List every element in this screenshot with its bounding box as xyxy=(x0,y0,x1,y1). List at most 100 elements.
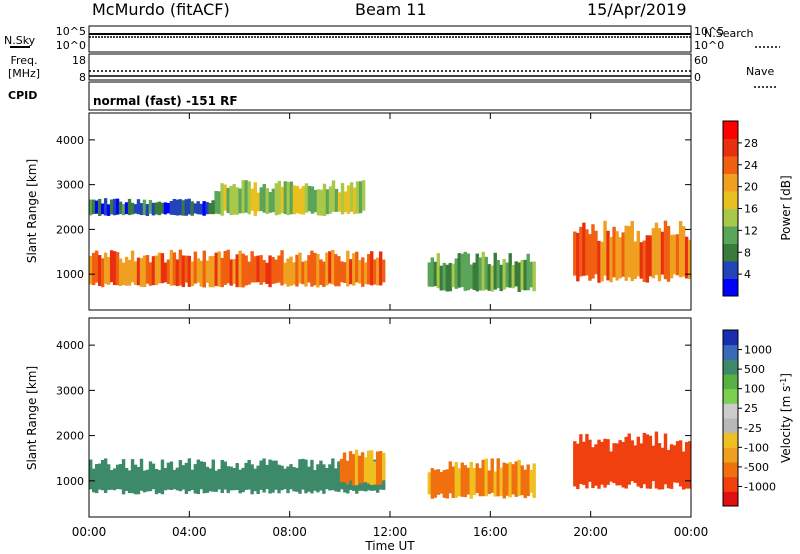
heatmap-cell xyxy=(145,469,150,492)
heatmap-cell xyxy=(340,261,344,283)
heatmap-cell xyxy=(256,465,260,495)
heatmap-cell xyxy=(357,455,362,484)
heatmap-cell xyxy=(94,250,99,283)
heatmap-cell xyxy=(259,187,263,212)
cpid-text: normal (fast) -151 RF xyxy=(93,94,238,108)
heatmap-cell xyxy=(367,254,371,285)
heatmap-cell xyxy=(205,202,209,215)
heatmap-cell xyxy=(328,464,332,491)
heatmap-cell xyxy=(292,262,296,285)
heatmap-cell xyxy=(448,263,452,292)
heatmap-cell xyxy=(271,256,275,284)
heatmap-cell xyxy=(277,464,281,494)
heatmap-cell xyxy=(262,184,266,213)
nsearch-label: N.Search xyxy=(704,27,754,40)
heatmap-cell xyxy=(499,467,503,496)
heatmap-cell xyxy=(348,451,353,481)
heatmap-cell xyxy=(118,464,123,490)
heatmap-cell xyxy=(328,251,332,284)
heatmap-cell xyxy=(226,466,230,494)
heatmap-cell xyxy=(199,461,204,490)
velocity-colorbar-swatch xyxy=(723,359,738,375)
heatmap-cell xyxy=(594,230,598,275)
date-title: 15/Apr/2019 xyxy=(587,0,687,19)
heatmap-cell xyxy=(427,472,432,495)
heatmap-cell xyxy=(184,255,189,283)
heatmap-cell xyxy=(466,467,470,495)
velocity-colorbar-tick-label: 25 xyxy=(744,402,758,415)
heatmap-cell xyxy=(648,235,653,277)
heatmap-cell xyxy=(220,460,224,494)
heatmap-cell xyxy=(573,441,577,487)
heatmap-cell xyxy=(597,240,601,283)
heatmap-cell xyxy=(109,250,114,283)
heatmap-cell xyxy=(172,469,177,490)
power-colorbar-tick-label: 4 xyxy=(744,268,751,281)
heatmap-cell xyxy=(657,228,662,282)
heatmap-cell xyxy=(118,258,123,287)
velocity-colorbar-swatch xyxy=(723,476,738,492)
heatmap-cell xyxy=(235,254,239,288)
heatmap-cell xyxy=(340,183,345,215)
heatmap-cell xyxy=(229,466,233,491)
heatmap-cell xyxy=(136,199,141,215)
heatmap-cell xyxy=(331,180,336,212)
heatmap-cell xyxy=(529,469,533,493)
heatmap-cell xyxy=(657,443,662,490)
heatmap-cell xyxy=(636,436,641,487)
heatmap-cell xyxy=(442,470,447,498)
heatmap-cell xyxy=(268,192,273,213)
heatmap-cell xyxy=(193,203,197,214)
heatmap-cell xyxy=(511,464,515,495)
heatmap-cell xyxy=(295,467,299,492)
power-colorbar-swatch xyxy=(723,121,738,139)
heatmap-cell xyxy=(103,458,108,493)
heatmap-cell xyxy=(313,470,317,491)
power-colorbar-swatch xyxy=(723,261,738,279)
heatmap-cell xyxy=(196,459,201,495)
power-colorbar-swatch xyxy=(723,243,738,262)
heatmap-cell xyxy=(496,259,500,289)
heatmap-cell xyxy=(612,443,616,484)
heatmap-cell xyxy=(136,467,141,495)
heatmap-cell xyxy=(91,252,96,286)
heatmap-cell xyxy=(262,260,266,283)
heatmap-cell xyxy=(283,181,288,215)
heatmap-cell xyxy=(238,188,242,214)
heatmap-cell xyxy=(681,226,686,277)
heatmap-cell xyxy=(436,253,441,289)
heatmap-cell xyxy=(342,452,347,483)
heatmap-cell xyxy=(316,464,320,493)
heatmap-cell xyxy=(292,185,297,215)
heatmap-cell xyxy=(606,439,610,485)
heatmap-cell xyxy=(490,265,494,292)
heatmap-cell xyxy=(334,254,338,287)
heatmap-cell xyxy=(439,265,444,291)
heatmap-cell xyxy=(211,256,215,288)
heatmap-cell xyxy=(505,463,509,496)
heatmap-cell xyxy=(175,199,179,216)
heatmap-cell xyxy=(157,252,162,284)
heatmap-cell xyxy=(316,253,320,288)
heatmap-cell xyxy=(196,201,200,215)
heatmap-cell xyxy=(139,458,144,491)
heatmap-cell xyxy=(151,256,156,286)
velocity-label-sup: -1 xyxy=(779,378,788,386)
heatmap-cell xyxy=(463,251,467,291)
heatmap-cell xyxy=(166,259,171,284)
heatmap-cell xyxy=(681,451,686,490)
heatmap-cell xyxy=(286,181,291,216)
heatmap-cell xyxy=(651,228,656,279)
heatmap-cell xyxy=(193,464,198,494)
heatmap-cell xyxy=(591,224,595,279)
heatmap-cell xyxy=(172,252,177,286)
heatmap-cell xyxy=(636,230,641,277)
heatmap-cell xyxy=(660,231,665,275)
heatmap-cell xyxy=(94,464,99,494)
power-colorbar-tick-label: 16 xyxy=(744,203,758,216)
heatmap-cell xyxy=(121,204,126,216)
heatmap-cell xyxy=(672,445,677,483)
heatmap-cell xyxy=(322,183,327,216)
heatmap-cell xyxy=(259,460,263,490)
